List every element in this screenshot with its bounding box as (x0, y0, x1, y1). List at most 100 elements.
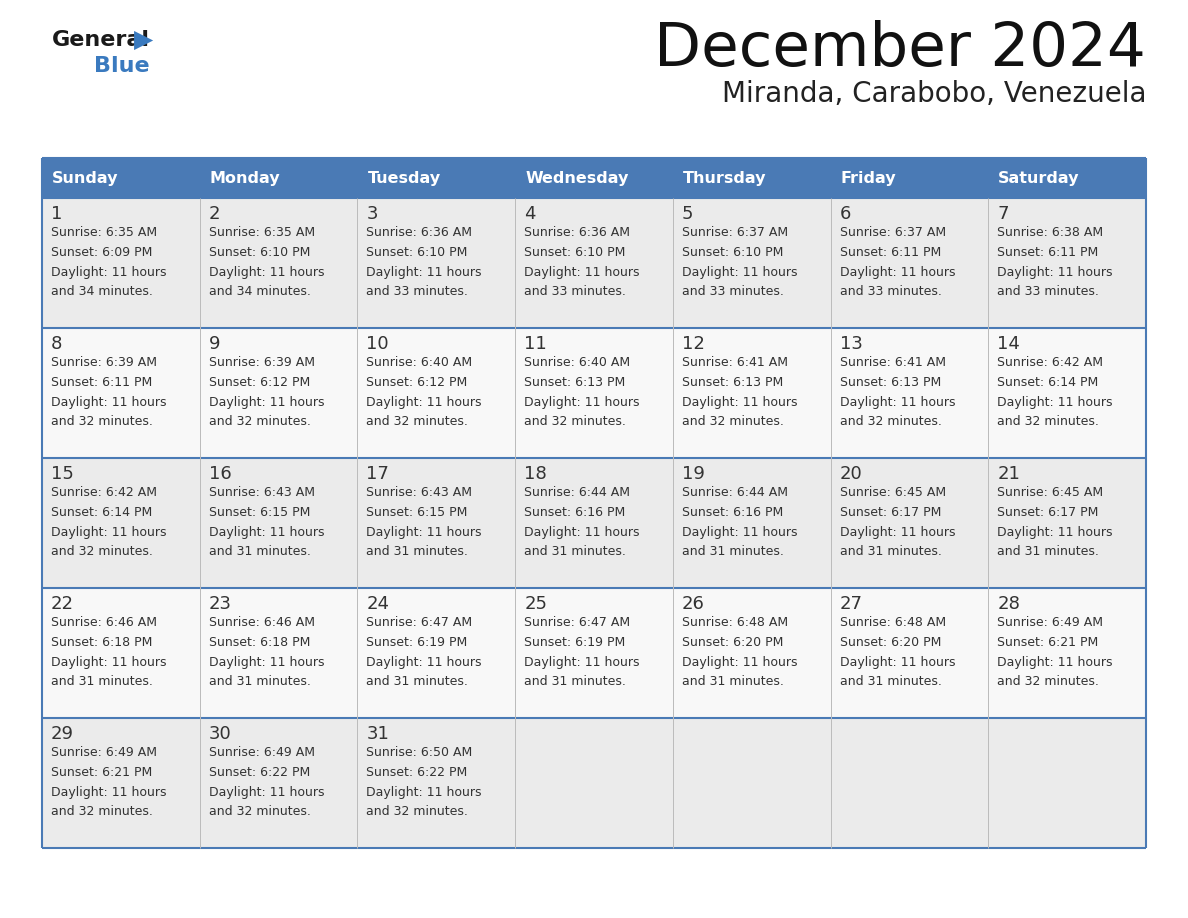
Text: and 34 minutes.: and 34 minutes. (209, 285, 310, 298)
Text: 27: 27 (840, 595, 862, 613)
Text: and 32 minutes.: and 32 minutes. (209, 415, 310, 428)
Text: Sunset: 6:15 PM: Sunset: 6:15 PM (209, 506, 310, 519)
Text: Sunset: 6:13 PM: Sunset: 6:13 PM (682, 376, 783, 389)
Bar (200, 328, 358, 458)
Text: and 31 minutes.: and 31 minutes. (997, 545, 1099, 558)
Text: Sunset: 6:16 PM: Sunset: 6:16 PM (682, 506, 783, 519)
Text: Sunset: 6:14 PM: Sunset: 6:14 PM (51, 506, 152, 519)
Bar (830, 458, 988, 588)
Text: Daylight: 11 hours: Daylight: 11 hours (209, 786, 324, 799)
Text: and 32 minutes.: and 32 minutes. (51, 415, 153, 428)
Text: and 31 minutes.: and 31 minutes. (682, 675, 784, 688)
Text: Daylight: 11 hours: Daylight: 11 hours (366, 786, 482, 799)
Text: Sunrise: 6:40 AM: Sunrise: 6:40 AM (524, 356, 631, 369)
Text: Daylight: 11 hours: Daylight: 11 hours (366, 526, 482, 539)
Text: Daylight: 11 hours: Daylight: 11 hours (366, 266, 482, 279)
Text: Sunrise: 6:38 AM: Sunrise: 6:38 AM (997, 226, 1104, 239)
Text: 19: 19 (682, 465, 704, 483)
Text: Sunset: 6:11 PM: Sunset: 6:11 PM (51, 376, 152, 389)
Bar (830, 198, 988, 328)
Text: Blue: Blue (94, 56, 150, 76)
Bar (200, 198, 358, 328)
Text: Daylight: 11 hours: Daylight: 11 hours (524, 526, 639, 539)
Text: Sunrise: 6:39 AM: Sunrise: 6:39 AM (209, 356, 315, 369)
Text: 4: 4 (524, 205, 536, 223)
Text: Sunrise: 6:43 AM: Sunrise: 6:43 AM (209, 486, 315, 499)
Text: Sunrise: 6:37 AM: Sunrise: 6:37 AM (682, 226, 788, 239)
Text: Sunrise: 6:41 AM: Sunrise: 6:41 AM (682, 356, 788, 369)
Bar (516, 718, 672, 848)
Text: Sunrise: 6:39 AM: Sunrise: 6:39 AM (51, 356, 157, 369)
Text: Daylight: 11 hours: Daylight: 11 hours (366, 396, 482, 409)
Text: Sunset: 6:10 PM: Sunset: 6:10 PM (682, 246, 783, 259)
Text: 22: 22 (51, 595, 74, 613)
Text: 17: 17 (366, 465, 390, 483)
Text: Sunrise: 6:36 AM: Sunrise: 6:36 AM (366, 226, 473, 239)
Text: Sunset: 6:10 PM: Sunset: 6:10 PM (209, 246, 310, 259)
Text: Sunrise: 6:47 AM: Sunrise: 6:47 AM (366, 616, 473, 629)
Text: Daylight: 11 hours: Daylight: 11 hours (682, 656, 797, 669)
Bar (42, 718, 200, 848)
Text: and 32 minutes.: and 32 minutes. (209, 805, 310, 818)
Text: and 31 minutes.: and 31 minutes. (209, 545, 310, 558)
Text: Sunrise: 6:44 AM: Sunrise: 6:44 AM (682, 486, 788, 499)
Text: Daylight: 11 hours: Daylight: 11 hours (682, 266, 797, 279)
Text: Daylight: 11 hours: Daylight: 11 hours (997, 526, 1113, 539)
Text: and 31 minutes.: and 31 minutes. (366, 675, 468, 688)
Text: Sunset: 6:20 PM: Sunset: 6:20 PM (682, 636, 783, 649)
Text: Sunrise: 6:46 AM: Sunrise: 6:46 AM (51, 616, 157, 629)
Text: Sunrise: 6:49 AM: Sunrise: 6:49 AM (209, 746, 315, 759)
Text: Daylight: 11 hours: Daylight: 11 hours (51, 526, 166, 539)
Text: Sunrise: 6:41 AM: Sunrise: 6:41 AM (840, 356, 946, 369)
Text: and 32 minutes.: and 32 minutes. (524, 415, 626, 428)
Text: Sunrise: 6:48 AM: Sunrise: 6:48 AM (682, 616, 788, 629)
Bar (516, 158, 672, 198)
Text: Daylight: 11 hours: Daylight: 11 hours (682, 526, 797, 539)
Text: Daylight: 11 hours: Daylight: 11 hours (209, 396, 324, 409)
Bar (988, 458, 1146, 588)
Text: 20: 20 (840, 465, 862, 483)
Text: Sunset: 6:17 PM: Sunset: 6:17 PM (840, 506, 941, 519)
Text: and 33 minutes.: and 33 minutes. (840, 285, 941, 298)
Text: Daylight: 11 hours: Daylight: 11 hours (524, 396, 639, 409)
Text: Sunset: 6:19 PM: Sunset: 6:19 PM (366, 636, 468, 649)
Text: 15: 15 (51, 465, 74, 483)
Bar (672, 458, 830, 588)
Text: 29: 29 (51, 725, 74, 743)
Text: Sunrise: 6:49 AM: Sunrise: 6:49 AM (997, 616, 1104, 629)
Text: Sunset: 6:22 PM: Sunset: 6:22 PM (366, 766, 468, 779)
Text: Sunrise: 6:35 AM: Sunrise: 6:35 AM (209, 226, 315, 239)
Text: Sunrise: 6:47 AM: Sunrise: 6:47 AM (524, 616, 631, 629)
Text: and 32 minutes.: and 32 minutes. (51, 805, 153, 818)
Text: 28: 28 (997, 595, 1020, 613)
Bar (830, 588, 988, 718)
Text: Sunrise: 6:36 AM: Sunrise: 6:36 AM (524, 226, 630, 239)
Text: and 33 minutes.: and 33 minutes. (682, 285, 784, 298)
Text: and 32 minutes.: and 32 minutes. (51, 545, 153, 558)
Bar (516, 588, 672, 718)
Text: Sunset: 6:12 PM: Sunset: 6:12 PM (209, 376, 310, 389)
Text: and 32 minutes.: and 32 minutes. (997, 675, 1099, 688)
Text: Sunset: 6:17 PM: Sunset: 6:17 PM (997, 506, 1099, 519)
Text: 10: 10 (366, 335, 388, 353)
Text: Sunset: 6:10 PM: Sunset: 6:10 PM (366, 246, 468, 259)
Text: Sunday: Sunday (52, 171, 119, 185)
Text: and 31 minutes.: and 31 minutes. (524, 675, 626, 688)
Text: 26: 26 (682, 595, 704, 613)
Text: Daylight: 11 hours: Daylight: 11 hours (682, 396, 797, 409)
Text: and 34 minutes.: and 34 minutes. (51, 285, 153, 298)
Text: General: General (52, 30, 150, 50)
Bar (516, 328, 672, 458)
Bar (988, 328, 1146, 458)
Text: Sunset: 6:16 PM: Sunset: 6:16 PM (524, 506, 625, 519)
Text: Sunrise: 6:43 AM: Sunrise: 6:43 AM (366, 486, 473, 499)
Bar (672, 158, 830, 198)
Bar (830, 328, 988, 458)
Text: Sunset: 6:14 PM: Sunset: 6:14 PM (997, 376, 1099, 389)
Text: and 33 minutes.: and 33 minutes. (524, 285, 626, 298)
Text: Miranda, Carabobo, Venezuela: Miranda, Carabobo, Venezuela (721, 80, 1146, 108)
Text: 23: 23 (209, 595, 232, 613)
Text: Daylight: 11 hours: Daylight: 11 hours (209, 266, 324, 279)
Bar (358, 328, 516, 458)
Text: Sunset: 6:20 PM: Sunset: 6:20 PM (840, 636, 941, 649)
